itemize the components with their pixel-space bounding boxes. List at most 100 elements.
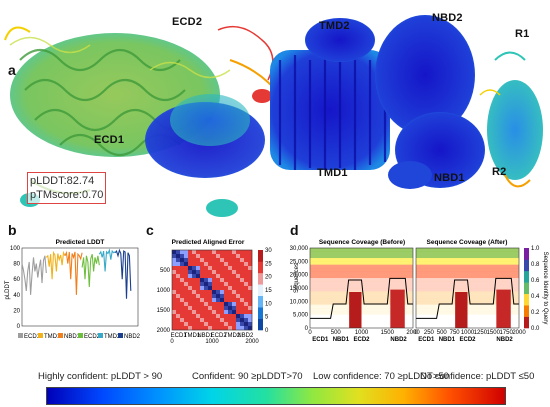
pae-heatmap-cell [240,314,245,319]
plddt-legend-label: ECD2 [84,334,101,340]
pae-heatmap-cell [236,270,241,275]
pae-heatmap-cell [200,286,205,291]
pae-chart: Predicted Aligned Error 500100015002000 … [157,239,273,345]
pae-heatmap-cell [196,274,201,279]
pae-heatmap-cell [220,278,225,283]
pae-heatmap-cell [204,266,209,271]
pae-heatmap-cell [216,310,221,315]
pae-heatmap-cell [240,258,245,263]
pae-heatmap-cell [188,322,193,327]
pae-heatmap-cell [220,302,225,307]
pae-heatmap-cell [184,306,189,311]
pae-heatmap-cell [204,282,209,287]
pae-heatmap-cell [232,310,237,315]
pae-heatmap-cell [196,294,201,299]
pae-heatmap-cell [172,274,177,279]
coverage-ytick-label: 10,000 [290,299,309,305]
coverage-colorbar-label: 0.6 [531,278,540,284]
pae-heatmap-cell [240,286,245,291]
coverage-band [416,254,519,259]
pae-heatmap-cell [220,250,225,255]
pae-heatmap-cell [172,266,177,271]
pae-heatmap-cell [204,318,209,323]
label-nbd1: NBD1 [434,172,465,184]
pae-heatmap-cell [200,302,205,307]
pae-heatmap-cell [228,322,233,327]
pae-heatmap-cell [236,250,241,255]
coverage-colorbar-segment [524,248,529,260]
pae-heatmap-cell [192,274,197,279]
pae-colorbar-segment [258,261,263,274]
pae-heatmap-cell [212,282,217,287]
plddt-ytick-label: 60 [13,277,20,283]
plddt-ylabel: pLDDT [5,280,11,299]
confidence-colorbar [46,387,506,405]
pae-colorbar-label: 20 [265,275,272,281]
pae-heatmap-cell [188,262,193,267]
pae-heatmap-cell [184,286,189,291]
pae-heatmap-cell [248,258,253,263]
pae-heatmap-cell [172,282,177,287]
pae-heatmap-cell [224,258,229,263]
pae-colorbar-label: 5 [265,315,269,321]
pae-heatmap-cell [204,274,209,279]
pae-heatmap-cell [236,282,241,287]
pae-heatmap-cell [236,306,241,311]
pae-heatmap-cell [216,322,221,327]
legend-highly-confident: Highly confident: pLDDT > 90 [38,371,163,382]
pae-heatmap-cell [200,266,205,271]
ptm-value: pTMscore:0.70 [30,189,104,201]
pae-heatmap-cell [228,282,233,287]
pae-heatmap-cell [196,266,201,271]
coverage-colorbar-label: 0.0 [531,326,540,332]
pae-colorbar-segment [258,307,263,319]
pae-heatmap-cell [232,274,237,279]
pae-heatmap-cell [176,290,181,295]
coverage-colorbar-segment [524,270,529,283]
pae-heatmap-cell [228,318,233,323]
coverage-xtick-label: 1500 [381,330,395,336]
pae-heatmap-cell [232,290,237,295]
pae-heatmap-cell [196,290,201,295]
coverage-xtick-label: 1500 [487,330,501,336]
pae-heatmap-cell [216,306,221,311]
pae-heatmap-cell [244,262,249,267]
pae-heatmap-cell [184,250,189,255]
pae-heatmap-cell [180,274,185,279]
pae-heatmap-cell [200,250,205,255]
coverage-block [455,292,468,328]
pae-heatmap-cell [208,318,213,323]
pae-heatmap-cell [208,298,213,303]
pae-xtick-label: 1000 [205,339,219,345]
pae-heatmap-cell [244,298,249,303]
coverage-band [416,258,519,262]
pae-heatmap-cell [228,254,233,259]
pae-heatmap-cell [180,290,185,295]
pae-heatmap-cell [228,274,233,279]
pae-heatmap-cell [184,270,189,275]
pae-heatmap-cell [224,286,229,291]
pae-heatmap-cell [212,262,217,267]
pae-heatmap-cell [196,326,201,331]
pae-heatmap-cell [192,262,197,267]
pae-heatmap-cell [184,310,189,315]
pae-heatmap-cell [236,266,241,271]
pae-heatmap-cell [208,294,213,299]
pae-heatmap-cell [244,314,249,319]
pae-heatmap-cell [236,298,241,303]
legend-confident: Confident: 90 ≥pLDDT>70 [192,371,303,382]
pae-heatmap-cell [180,298,185,303]
pae-heatmap-cell [208,278,213,283]
coverage-band [310,251,413,255]
pae-heatmap-cell [172,318,177,323]
pae-heatmap-cell [196,306,201,311]
coverage-block [349,292,362,328]
pae-heatmap-cell [176,286,181,291]
pae-heatmap-cell [188,254,193,259]
pae-colorbar-segment [258,318,263,331]
pae-heatmap-cell [196,270,201,275]
coverage-ylabel: Sequences [294,263,300,293]
pae-heatmap-cell [212,294,217,299]
pae-heatmap-cell [216,286,221,291]
plddt-value: pLDDT:82.74 [30,175,95,187]
